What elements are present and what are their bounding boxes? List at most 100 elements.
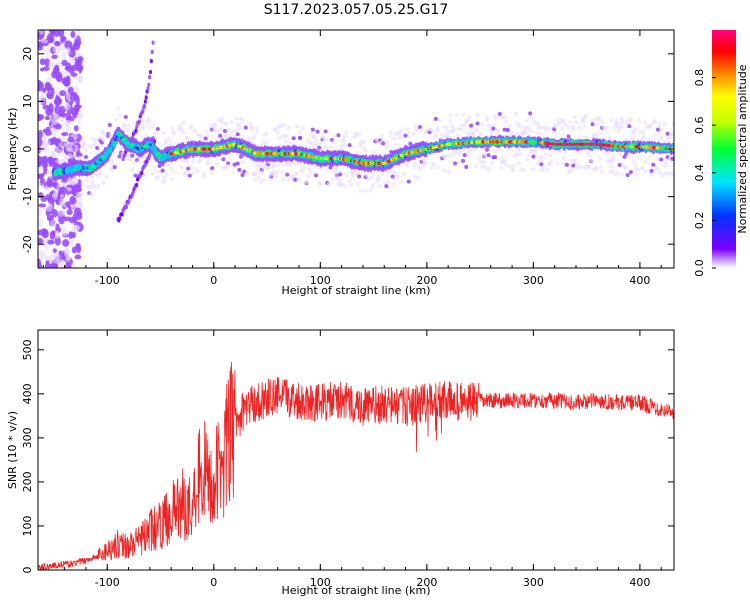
heatmap-cell bbox=[148, 69, 153, 75]
heatmap-cell bbox=[336, 133, 341, 138]
heatmap-cell bbox=[38, 203, 47, 208]
heatmap-cell bbox=[566, 134, 571, 139]
heatmap-cell bbox=[123, 115, 128, 120]
heatmap-cell bbox=[628, 117, 633, 122]
heatmap-cell bbox=[234, 116, 239, 121]
heatmap-cell bbox=[446, 153, 451, 158]
heatmap-cell bbox=[501, 155, 506, 160]
heatmap-cell bbox=[238, 154, 243, 159]
heatmap-cell bbox=[614, 118, 619, 123]
heatmap-cell bbox=[274, 127, 279, 132]
heatmap-cell bbox=[275, 169, 280, 174]
heatmap-cell bbox=[347, 178, 352, 183]
heatmap-cell bbox=[98, 170, 103, 175]
heatmap-cell bbox=[352, 169, 357, 174]
heatmap-cell bbox=[318, 166, 323, 171]
heatmap-cell bbox=[140, 170, 144, 176]
heatmap-cell bbox=[51, 193, 56, 198]
heatmap-cell bbox=[424, 160, 429, 165]
heatmap-cell bbox=[40, 195, 48, 203]
heatmap-cell bbox=[47, 239, 55, 245]
heatmap-cell bbox=[636, 118, 641, 123]
heatmap-cell bbox=[108, 146, 113, 150]
heatmap-cell bbox=[357, 131, 362, 136]
heatmap-cell bbox=[55, 146, 60, 151]
heatmap-cell bbox=[467, 114, 472, 119]
heatmap-cell bbox=[141, 125, 146, 130]
heatmap-cell bbox=[61, 132, 69, 137]
heatmap-cell bbox=[93, 137, 98, 142]
heatmap-cell bbox=[427, 127, 432, 132]
heatmap-cell bbox=[65, 201, 71, 208]
heatmap-cell bbox=[516, 161, 521, 166]
heatmap-cell bbox=[540, 155, 545, 160]
heatmap-cell bbox=[339, 182, 344, 187]
heatmap-cell bbox=[572, 158, 577, 163]
heatmap-cell bbox=[314, 143, 319, 148]
heatmap-cell bbox=[49, 230, 56, 240]
heatmap-cell bbox=[246, 136, 251, 141]
heatmap-cell bbox=[667, 171, 672, 176]
heatmap-cell bbox=[65, 102, 71, 111]
heatmap-cell bbox=[254, 126, 259, 131]
snr-panel: -100 0 100 200 300 400 0 100 200 300 400 500 Height… bbox=[6, 329, 675, 597]
heatmap-cell bbox=[624, 152, 629, 157]
heatmap-cell bbox=[101, 181, 106, 186]
heatmap-cell bbox=[430, 128, 435, 133]
heatmap-cell bbox=[40, 39, 49, 44]
heatmap-cell bbox=[483, 165, 488, 170]
heatmap-cell bbox=[251, 135, 256, 140]
heatmap-cell bbox=[566, 125, 571, 130]
heatmap-cell bbox=[264, 140, 269, 145]
heatmap-cell bbox=[301, 125, 306, 130]
heatmap-cell bbox=[296, 161, 301, 166]
heatmap-cell bbox=[110, 143, 114, 147]
snr-xtick-label: 400 bbox=[629, 576, 650, 589]
heatmap-cell bbox=[670, 172, 674, 177]
snr-frame bbox=[37, 329, 675, 571]
heatmap-cell bbox=[72, 92, 78, 97]
heatmap-cell bbox=[77, 117, 82, 125]
heatmap-cell bbox=[62, 239, 70, 247]
heatmap-cell bbox=[191, 171, 196, 176]
heatmap-cell bbox=[493, 149, 498, 154]
heatmap-cell bbox=[139, 117, 144, 122]
heatmap-cell bbox=[45, 83, 53, 92]
heatmap-cell bbox=[211, 127, 216, 132]
heatmap-cell bbox=[179, 165, 184, 170]
heatmap-cell bbox=[283, 140, 288, 145]
heatmap-cell bbox=[147, 153, 152, 158]
heatmap-cell bbox=[150, 49, 154, 55]
heatmap-cell bbox=[112, 165, 117, 170]
heatmap-cell bbox=[315, 129, 320, 134]
heatmap-cell bbox=[448, 119, 453, 124]
heatmap-cell bbox=[531, 119, 536, 124]
heatmap-cell bbox=[461, 158, 466, 163]
heatmap-cell bbox=[74, 195, 83, 204]
heatmap-cell bbox=[469, 126, 474, 131]
heatmap-cell bbox=[38, 95, 46, 105]
heatmap-cell bbox=[480, 164, 485, 169]
heatmap-cell bbox=[582, 124, 587, 129]
heatmap-cell bbox=[633, 167, 638, 172]
heatmap-cell bbox=[221, 165, 226, 170]
heatmap-cell bbox=[214, 137, 219, 142]
heatmap-cell bbox=[187, 173, 192, 178]
heatmap-cell bbox=[536, 125, 541, 130]
heatmap-cell bbox=[146, 86, 150, 91]
heatmap-cell bbox=[237, 167, 242, 172]
heatmap-cell bbox=[481, 153, 486, 158]
heatmap-cell bbox=[189, 124, 194, 129]
heatmap-cell bbox=[384, 184, 389, 189]
heatmap-cell bbox=[481, 159, 486, 164]
heatmap-cell bbox=[624, 165, 629, 170]
heatmap-cell bbox=[254, 164, 259, 169]
heatmap-cell bbox=[75, 96, 80, 107]
heatmap-cell bbox=[643, 169, 648, 174]
heatmap-cell bbox=[331, 139, 336, 144]
heatmap-cell bbox=[65, 46, 71, 55]
heatmap-cell bbox=[494, 116, 499, 121]
heatmap-cell bbox=[93, 141, 98, 146]
heatmap-cell bbox=[155, 126, 160, 131]
heatmap-cell bbox=[214, 161, 219, 166]
